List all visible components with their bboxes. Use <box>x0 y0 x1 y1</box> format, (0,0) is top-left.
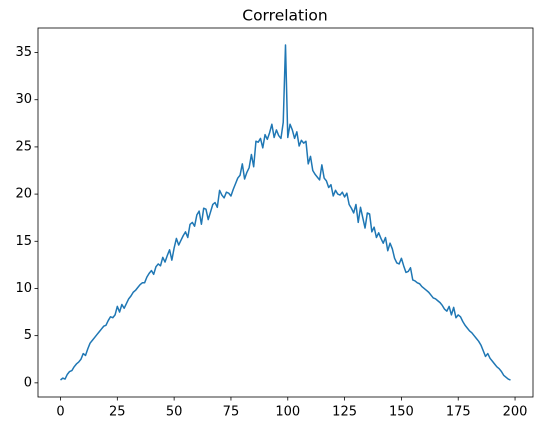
x-tick-label: 100 <box>275 405 300 420</box>
y-tick-label: 35 <box>15 45 32 60</box>
y-tick-label: 20 <box>15 187 32 202</box>
x-tick-label: 25 <box>109 405 126 420</box>
y-tick-label: 0 <box>24 375 32 390</box>
x-tick-label: 50 <box>166 405 183 420</box>
y-tick-label: 30 <box>15 92 32 107</box>
x-tick-label: 75 <box>223 405 240 420</box>
line <box>60 44 511 381</box>
chart-title: Correlation <box>242 7 327 25</box>
y-tick-label: 15 <box>15 234 32 249</box>
axes-frame <box>37 27 534 398</box>
x-tick-label: 0 <box>56 405 64 420</box>
y-tick-label: 25 <box>15 139 32 154</box>
x-tick-label: 150 <box>389 405 414 420</box>
x-tick-label: 175 <box>446 405 471 420</box>
y-tick-label: 10 <box>15 281 32 296</box>
x-tick-label: 125 <box>332 405 357 420</box>
y-tick-label: 5 <box>24 328 32 343</box>
x-tick-label: 200 <box>503 405 528 420</box>
